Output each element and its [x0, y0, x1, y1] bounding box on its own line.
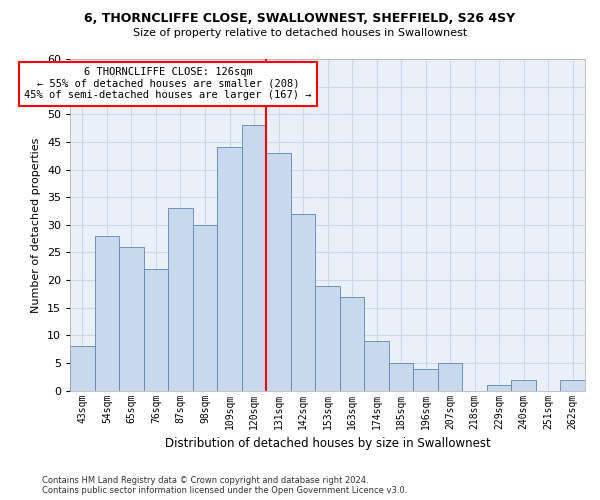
Text: 6, THORNCLIFFE CLOSE, SWALLOWNEST, SHEFFIELD, S26 4SY: 6, THORNCLIFFE CLOSE, SWALLOWNEST, SHEFF… [85, 12, 515, 26]
Bar [193, 225, 217, 390]
Bar [266, 153, 291, 390]
Bar [316, 286, 340, 391]
Bar [119, 247, 144, 390]
Text: 6 THORNCLIFFE CLOSE: 126sqm
← 55% of detached houses are smaller (208)
45% of se: 6 THORNCLIFFE CLOSE: 126sqm ← 55% of det… [25, 68, 312, 100]
Bar [511, 380, 536, 390]
Bar [242, 126, 266, 390]
Text: Size of property relative to detached houses in Swallownest: Size of property relative to detached ho… [133, 28, 467, 38]
Bar [389, 363, 413, 390]
Bar [560, 380, 585, 390]
Y-axis label: Number of detached properties: Number of detached properties [31, 137, 41, 312]
Text: Contains HM Land Registry data © Crown copyright and database right 2024.
Contai: Contains HM Land Registry data © Crown c… [42, 476, 407, 495]
Bar [70, 346, 95, 391]
Bar [144, 269, 168, 390]
Bar [364, 341, 389, 390]
Bar [438, 363, 463, 390]
Bar [95, 236, 119, 390]
Bar [291, 214, 316, 390]
Bar [340, 296, 364, 390]
Bar [487, 385, 511, 390]
Bar [168, 208, 193, 390]
Bar [217, 148, 242, 390]
Bar [413, 368, 438, 390]
X-axis label: Distribution of detached houses by size in Swallownest: Distribution of detached houses by size … [165, 437, 490, 450]
